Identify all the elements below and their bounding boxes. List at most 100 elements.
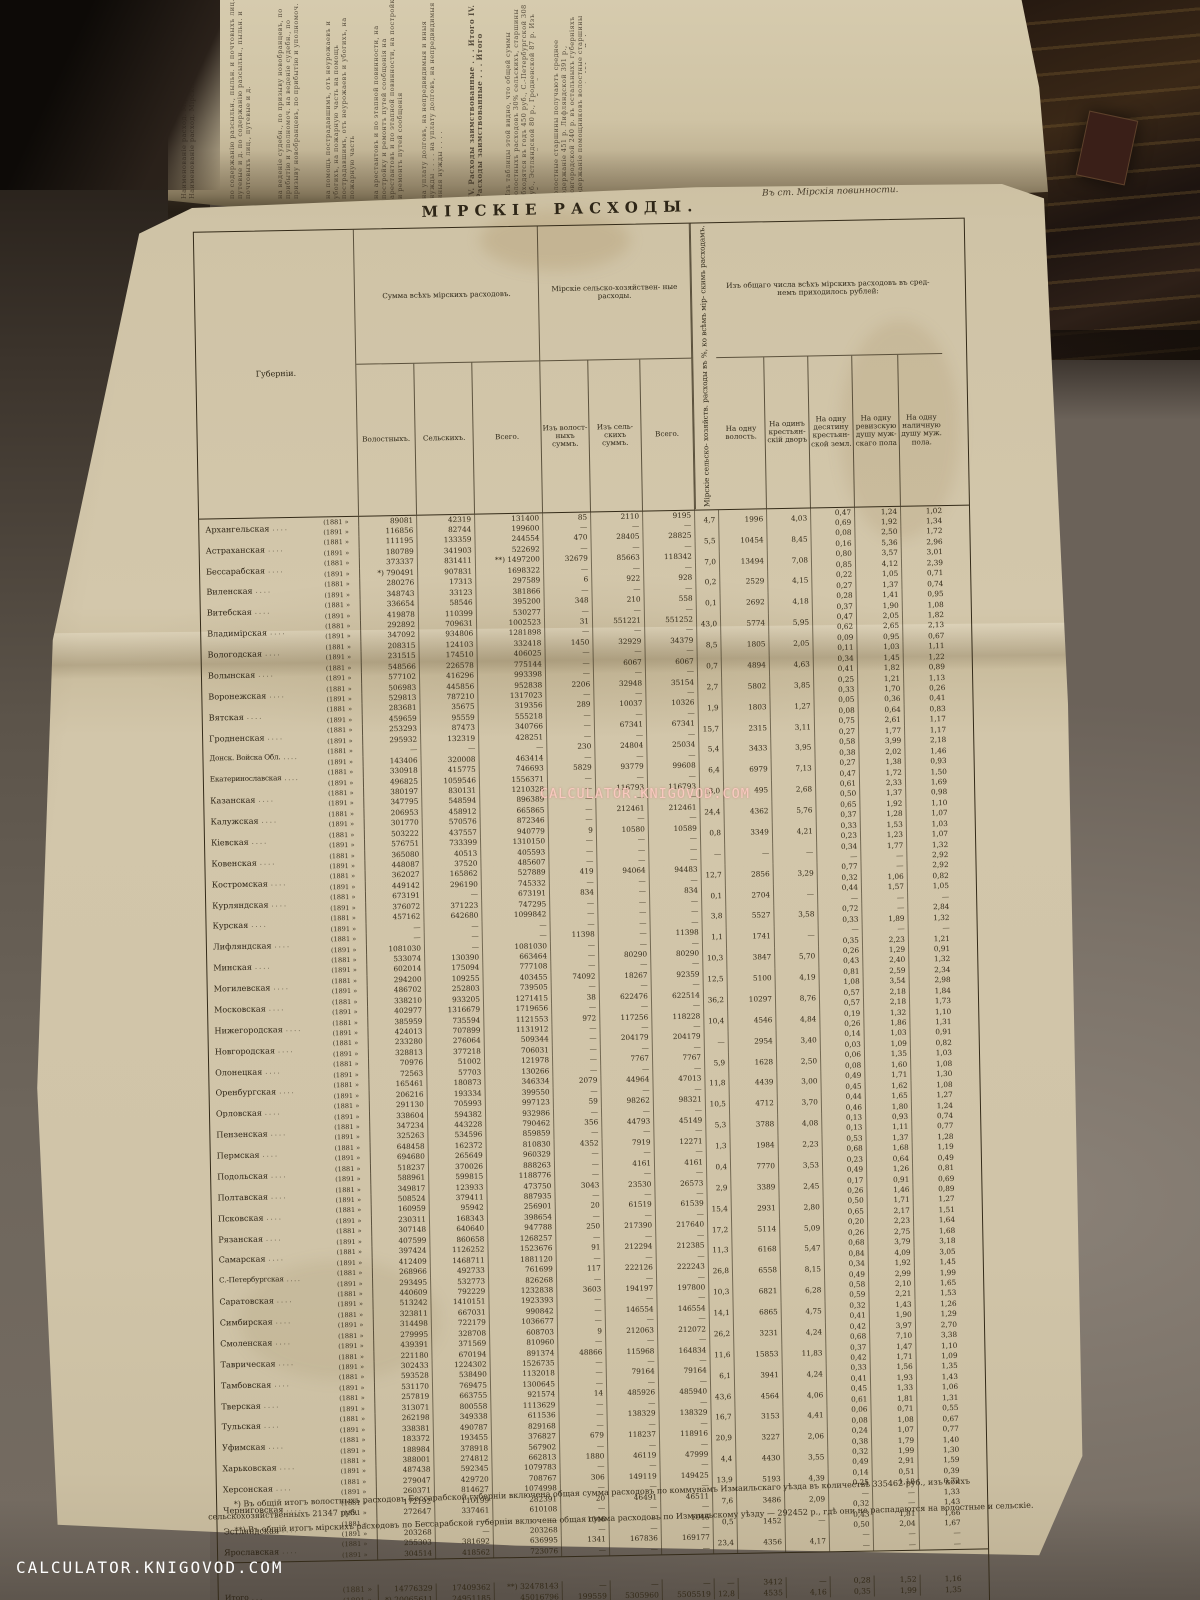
province-name: Тверская <box>215 1394 337 1417</box>
table-cell: — <box>725 842 774 865</box>
column-header-volost: Волостныхъ. <box>356 363 418 516</box>
province-name: Екатеринославская <box>204 767 326 790</box>
table-cell: 0,7 <box>697 655 723 678</box>
table-cell: 4,41 <box>783 1405 828 1428</box>
table-cell: 3349 <box>724 821 774 844</box>
province-name: Харьковская <box>216 1456 338 1479</box>
year-mark-1881: (1881 » <box>325 745 364 758</box>
year-mark-1881: (1881 » <box>334 1225 373 1238</box>
year-mark-1891: (1891 » <box>334 1236 373 1248</box>
totals-label: Итого <box>219 1586 341 1600</box>
province-name: Витебская <box>201 601 323 624</box>
table-cell: 4,75 <box>781 1301 826 1323</box>
table-cell: 43,0 <box>696 614 722 636</box>
year-mark-1891: (1891 » <box>340 1549 379 1561</box>
year-mark-1881: (1881 » <box>326 787 365 799</box>
table-cell: 3,40 <box>776 1029 821 1052</box>
year-mark-1881: (1881 » <box>331 1079 370 1091</box>
year-mark-1881: (1881 » <box>335 1330 375 1342</box>
year-mark-1881: (1881 » <box>330 1017 369 1029</box>
province-name: Подольская <box>211 1164 333 1187</box>
table-cell: 3227 <box>735 1427 785 1449</box>
table-cell: 3,95 <box>771 737 816 760</box>
year-mark-1881: (1881 » <box>332 1121 371 1133</box>
province-name: Самарская <box>212 1248 334 1271</box>
table-cell: 2,7 <box>698 676 723 699</box>
table-cell: 4,19 <box>775 967 820 989</box>
year-mark-1891: (1891 » <box>323 651 362 664</box>
totals-value: — <box>714 1578 739 1590</box>
year-mark-1881: (1881 » <box>333 1184 372 1196</box>
table-cell: 26,8 <box>708 1261 734 1283</box>
facing-page-text-column: на помощь пострадавшимъ, отъ неурожаевъ … <box>324 17 356 199</box>
column-header-na-nalichn: На одну наличную душу муж. пола. <box>901 412 942 447</box>
province-name: Пермская <box>211 1143 333 1166</box>
table-cell: — <box>829 1540 875 1552</box>
year-mark-1881: (1881 » <box>340 1584 379 1597</box>
table-cell: 4,17 <box>785 1530 831 1553</box>
province-name: Орловская <box>210 1101 332 1124</box>
table-cell: 24,4 <box>700 801 725 824</box>
province-name: Лифляндская <box>207 934 329 957</box>
table-cell: 723076 <box>493 1546 563 1558</box>
year-mark-1891: (1891 » <box>336 1340 375 1352</box>
year-mark-1891: (1891 » <box>325 756 364 768</box>
year-mark-1881: (1881 » <box>327 892 367 904</box>
table-cell: 11,83 <box>782 1342 827 1365</box>
year-mark-1881: (1881 » <box>324 704 363 716</box>
table-cell: 0,4 <box>706 1156 732 1179</box>
table-cell: 3847 <box>727 947 776 969</box>
table-cell: 11,3 <box>708 1240 733 1262</box>
table-cell: 3153 <box>735 1406 784 1429</box>
table-cell: 2,05 <box>769 633 814 655</box>
totals-value: 5505519 <box>662 1589 715 1600</box>
table-cell: 4546 <box>728 1009 777 1032</box>
table-cell: 6,1 <box>710 1365 736 1387</box>
table-cell: 1,27 <box>770 695 815 718</box>
year-mark-1881: (1881 » <box>338 1455 377 1467</box>
totals-value: 4,16 <box>786 1587 831 1599</box>
year-mark-1891: (1891 » <box>327 881 366 893</box>
year-mark-1891: (1891 » <box>328 902 367 914</box>
province-name: С.-Петербургская <box>213 1268 335 1291</box>
table-cell: 1996 <box>719 508 768 531</box>
table-cell: 2954 <box>728 1030 777 1053</box>
table-cell: — <box>774 925 820 948</box>
table-cell: 0,1 <box>696 593 721 615</box>
totals-value: 45016796 <box>494 1591 563 1600</box>
table-cell: 10,3 <box>709 1281 734 1304</box>
year-mark-1891: (1891 » <box>335 1299 374 1311</box>
paper-stain <box>480 210 630 270</box>
year-mark-1881: (1881 » <box>321 537 360 549</box>
column-header-na-desyatina: На одну десятину крестьян- ской земл. <box>808 355 855 508</box>
table-cell: 2,68 <box>771 779 817 802</box>
year-mark-1891: (1891 » <box>330 1006 369 1018</box>
year-mark-1881: (1881 » <box>336 1372 375 1384</box>
table-cell: 5,3 <box>706 1115 731 1137</box>
group-header-agri: Мірскіе сельско-хозяйствен- ные расходы. <box>537 223 693 362</box>
table-cell: 3433 <box>723 738 772 761</box>
table-cell: 2,80 <box>779 1196 824 1219</box>
table-cell: — <box>701 843 726 865</box>
year-mark-1881: (1881 » <box>339 1539 378 1551</box>
totals-value: 5305960 <box>610 1590 663 1600</box>
table-cell: 4439 <box>729 1072 778 1095</box>
table-cell: 6979 <box>723 759 772 782</box>
table-cell: 7770 <box>730 1155 780 1178</box>
year-mark-1891: (1891 » <box>321 526 360 538</box>
table-cell: 4356 <box>737 1531 787 1554</box>
table-cell: 2,50 <box>776 1050 822 1073</box>
year-mark-1891: (1891 » <box>321 547 360 559</box>
table-cell: 8,5 <box>697 634 722 657</box>
province-name: Московская <box>208 997 330 1020</box>
province-name: Донск. Войска Обл. <box>203 747 325 770</box>
year-mark-1891: (1891 » <box>325 777 365 789</box>
table-cell: 3,8 <box>702 906 727 928</box>
year-mark-1891: (1891 » <box>326 798 365 810</box>
year-mark-1891: (1891 » <box>331 1111 371 1123</box>
column-header-na-volost: На одну волость. <box>716 357 767 509</box>
table-cell: 3941 <box>734 1364 784 1387</box>
year-mark-1881: (1881 » <box>337 1434 377 1446</box>
year-mark-1881: (1881 » <box>331 1058 370 1071</box>
